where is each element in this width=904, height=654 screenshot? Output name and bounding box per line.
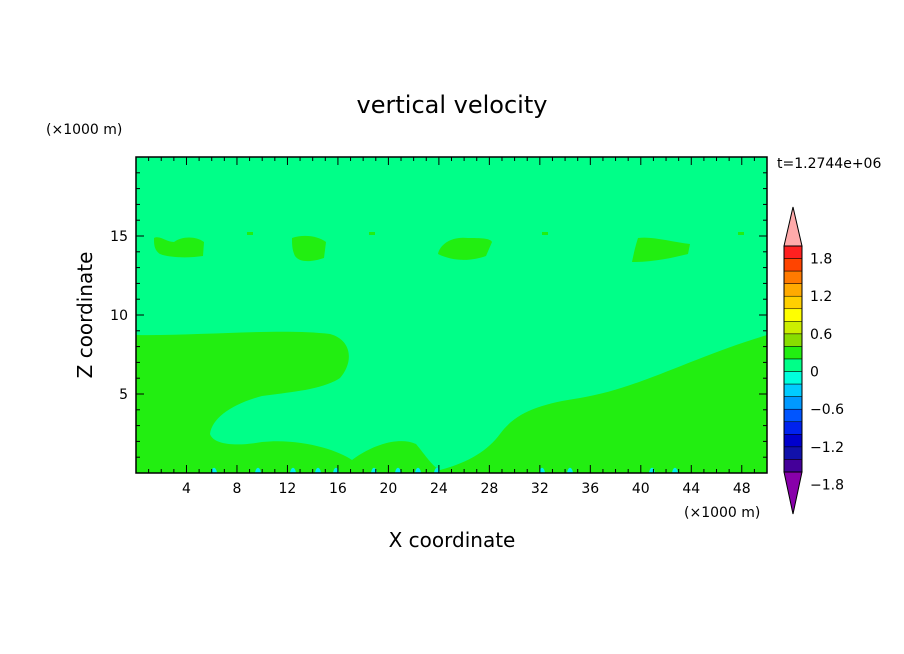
colorbar-level (783, 421, 803, 435)
colorbar-tick-label: −1.8 (810, 478, 844, 494)
negative-spot (415, 467, 421, 473)
colorbar-level (783, 358, 803, 372)
x-tick-label: 8 (232, 481, 241, 497)
x-tick-label: 4 (182, 481, 191, 497)
negative-spot (539, 467, 545, 473)
y-ticks: 5 10 15 (110, 172, 767, 458)
colorbar-tick-label: 1.2 (810, 289, 832, 305)
plot-area (135, 156, 768, 474)
colorbar-level (783, 308, 803, 322)
x-tick-label: 24 (430, 481, 448, 497)
colorbar-level (783, 295, 803, 310)
colorbar-level (783, 396, 803, 410)
colorbar: 1.8 1.2 0.6 0 −0.6 −1.2 −1.8 (783, 206, 844, 515)
colorbar-level (783, 321, 803, 335)
colorbar-level (783, 270, 803, 284)
x-tick-label: 20 (379, 481, 397, 497)
colorbar-level (783, 383, 803, 397)
x-unit-label: (×1000 m) (684, 505, 760, 521)
time-label: t=1.2744e+06 (777, 156, 881, 172)
y-tick-label: 15 (110, 229, 128, 245)
y-axis-label: Z coordinate (73, 252, 97, 379)
negative-spot (315, 467, 321, 473)
colorbar-level (783, 258, 803, 272)
negative-spot (567, 467, 573, 473)
positive-dash (369, 232, 375, 235)
colorbar-level (783, 434, 803, 448)
colorbar-tick-label: 1.8 (810, 252, 832, 268)
x-tick-label: 12 (279, 481, 297, 497)
colorbar-level (783, 408, 803, 423)
x-ticks: 4 8 12 16 20 24 28 32 36 40 44 48 (148, 157, 755, 497)
y-unit-label: (×1000 m) (46, 122, 122, 138)
colorbar-top-arrow (783, 206, 803, 247)
colorbar-level (783, 459, 803, 473)
colorbar-level (783, 245, 803, 259)
positive-dash (738, 232, 744, 235)
colorbar-level (783, 446, 803, 460)
positive-blob-upper (154, 237, 204, 258)
negative-spot (672, 467, 678, 473)
x-tick-label: 28 (480, 481, 498, 497)
colorbar-level (783, 283, 803, 297)
positive-region-lower (136, 331, 767, 473)
x-tick-label: 36 (581, 481, 599, 497)
colorbar-tick-label: −0.6 (810, 402, 844, 418)
negative-spot (290, 467, 296, 473)
x-axis-label: X coordinate (389, 528, 516, 552)
colorbar-tick-label: 0 (810, 365, 819, 381)
x-tick-label: 48 (733, 481, 751, 497)
x-tick-label: 16 (329, 481, 347, 497)
colorbar-tick-label: 0.6 (810, 327, 832, 343)
x-tick-label: 44 (682, 481, 700, 497)
y-tick-label: 5 (119, 387, 128, 403)
colorbar-tick-label: −1.2 (810, 440, 844, 456)
negative-spot (211, 467, 217, 473)
positive-dash (542, 232, 548, 235)
colorbar-level (783, 371, 803, 385)
y-tick-label: 10 (110, 308, 128, 324)
colorbar-bottom-arrow (783, 471, 803, 515)
colorbar-level (783, 333, 803, 347)
colorbar-frame (783, 245, 803, 473)
x-tick-label: 32 (531, 481, 549, 497)
negative-spot (395, 467, 401, 473)
chart-title: vertical velocity (357, 91, 548, 119)
x-tick-label: 40 (632, 481, 650, 497)
colorbar-level (783, 346, 803, 360)
negative-spot (255, 467, 261, 473)
positive-blob-upper (438, 237, 492, 260)
positive-dash (247, 232, 253, 235)
positive-blob-upper (632, 237, 690, 262)
positive-blob-upper (292, 235, 326, 262)
